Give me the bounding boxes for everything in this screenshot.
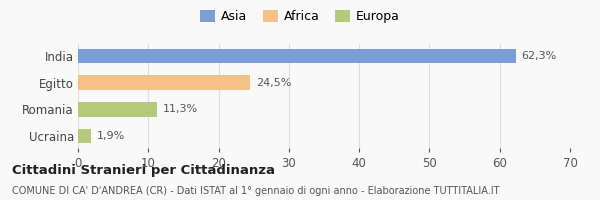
Legend: Asia, Africa, Europa: Asia, Africa, Europa [197,7,403,25]
Text: COMUNE DI CA' D'ANDREA (CR) - Dati ISTAT al 1° gennaio di ogni anno - Elaborazio: COMUNE DI CA' D'ANDREA (CR) - Dati ISTAT… [12,186,499,196]
Text: 1,9%: 1,9% [97,131,125,141]
Text: Cittadini Stranieri per Cittadinanza: Cittadini Stranieri per Cittadinanza [12,164,275,177]
Bar [78,75,250,90]
Text: 62,3%: 62,3% [521,51,557,61]
Bar [78,49,516,63]
Bar [78,129,91,143]
Text: 11,3%: 11,3% [163,104,198,114]
Text: 24,5%: 24,5% [256,78,291,88]
Bar [78,102,157,117]
